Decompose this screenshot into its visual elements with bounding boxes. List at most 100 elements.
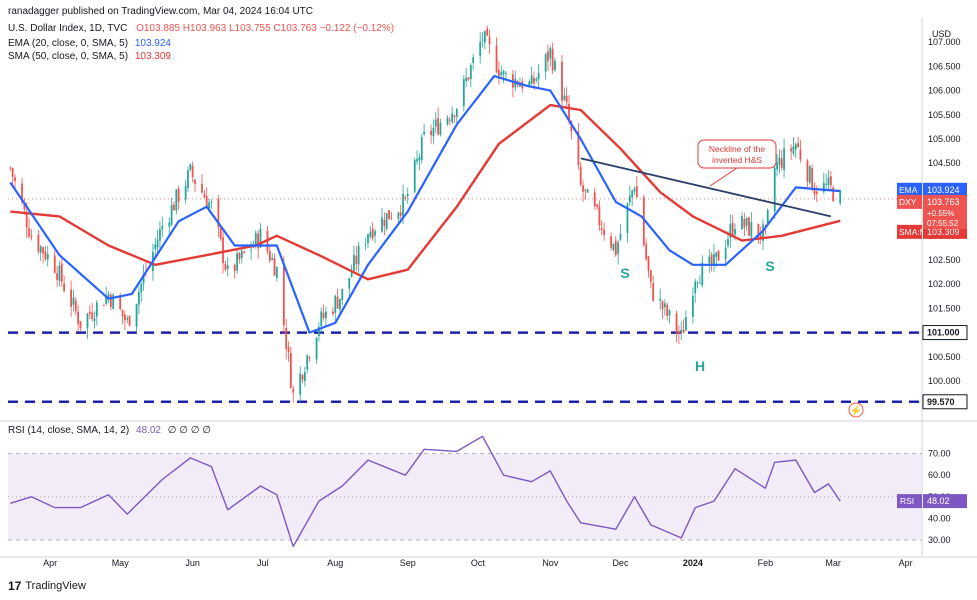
candle-body (675, 313, 678, 334)
candle-body (23, 204, 26, 210)
candle-body (123, 314, 126, 321)
candle-body (140, 283, 143, 293)
candle-body (238, 252, 241, 260)
candle-body (161, 226, 164, 230)
sma-legend-label: SMA (50, close, 0, SMA, 5) (8, 51, 129, 62)
candle-body (483, 31, 486, 43)
candle-body (285, 327, 288, 349)
candle-body (677, 331, 680, 335)
neckline-callout-text: inverted H&S (712, 155, 762, 165)
candle-body (88, 311, 91, 315)
tradingview-logo[interactable]: 17 TradingView (8, 579, 86, 593)
candle-body (822, 182, 825, 192)
candle-body (710, 254, 713, 266)
candle-body (177, 188, 180, 202)
candle-body (289, 353, 292, 388)
candle-body (170, 204, 173, 225)
candle-body (341, 288, 344, 301)
candle-body (282, 266, 285, 326)
sma-legend[interactable]: SMA (50, close, 0, SMA, 5) 103.309 (8, 51, 171, 62)
candle-body (201, 183, 203, 193)
time-tick-label: Apr (899, 558, 913, 568)
candle-body (547, 51, 549, 61)
rsi-legend[interactable]: RSI (14, close, SMA, 14, 2) 48.02 ∅ ∅ ∅ … (8, 425, 211, 436)
rsi-tag-bg (897, 494, 922, 509)
candle-body (731, 222, 734, 236)
rsi-line (10, 435, 841, 548)
candle-body (666, 304, 669, 316)
candle-body (250, 249, 253, 251)
candle-body (107, 293, 110, 299)
candle-body (533, 77, 535, 84)
dxy-countdown-tag: 07:55:52 (927, 219, 959, 228)
time-tick-label: Nov (542, 558, 559, 568)
sma-price-tag-bg (897, 224, 922, 239)
candle-body (93, 318, 96, 321)
candle-body (448, 119, 451, 121)
candle-body (465, 77, 468, 82)
lightning-icon-glyph: ⚡ (850, 404, 862, 417)
candle-body (561, 61, 563, 102)
dxy-value-tag: 103.763 (927, 197, 960, 207)
candle-body (91, 312, 94, 319)
candle-body (614, 240, 617, 256)
neckline (580, 157, 832, 218)
price-tick-label: 102.500 (928, 255, 961, 265)
price-tick-label: 106.500 (928, 61, 961, 71)
candle-body (416, 158, 418, 162)
candle-body (70, 289, 73, 307)
candle-body (28, 228, 30, 237)
rsi-tick-label: 60.00 (928, 470, 951, 480)
candle-body (530, 75, 533, 84)
candle-body (780, 158, 783, 168)
time-tick-label: Sep (400, 558, 416, 568)
candle-body (138, 291, 140, 305)
candle-body (488, 36, 491, 45)
ema-price-tag-bg (897, 182, 922, 197)
candle-body (729, 224, 732, 238)
rsi-legend-label: RSI (14, close, SMA, 14, 2) (8, 425, 130, 436)
support-level-label: 101.000 (927, 328, 960, 338)
dxy-change-tag: +0.55% (927, 209, 954, 218)
candle-body (649, 270, 652, 282)
candle-body (635, 186, 638, 198)
publisher-line: ranadagger published on TradingView.com,… (8, 6, 314, 17)
candle-body (397, 212, 400, 219)
candle-body (734, 228, 736, 235)
candle-body (25, 212, 28, 228)
candle-body (762, 224, 764, 241)
candle-body (39, 246, 42, 253)
sma-price-tag: SMA:MA (899, 227, 933, 237)
price-tick-label: 104.500 (928, 158, 961, 168)
candle-body (205, 196, 208, 208)
time-tick-label: Apr (43, 558, 57, 568)
rsi-tag: RSI (900, 496, 914, 506)
candle-body (582, 185, 584, 192)
candle-body (217, 199, 220, 228)
candle-body (208, 202, 210, 209)
candle-body (334, 296, 337, 313)
sma-legend-value: 103.309 (134, 51, 171, 62)
price-tick-label: 100.000 (928, 376, 961, 386)
candle-body (570, 121, 573, 132)
candle-body (603, 229, 605, 235)
candle-body (367, 234, 369, 244)
candle-body (348, 277, 351, 289)
candle-body (11, 168, 14, 177)
candle-body (159, 229, 161, 241)
ema-legend[interactable]: EMA (20, close, 0, SMA, 5) 103.924 (8, 38, 171, 49)
candle-body (692, 295, 694, 317)
candle-body (827, 177, 830, 186)
candle-body (811, 168, 814, 191)
candle-body (766, 209, 769, 224)
candle-body (222, 237, 224, 264)
candle-body (549, 48, 552, 59)
support-level-tag (922, 325, 968, 341)
candle-body (219, 227, 222, 239)
candle-body (381, 217, 383, 232)
rsi-tick-label: 70.00 (928, 449, 951, 459)
candle-body (299, 373, 302, 395)
candle-body (406, 193, 409, 196)
candle-body (519, 83, 521, 87)
